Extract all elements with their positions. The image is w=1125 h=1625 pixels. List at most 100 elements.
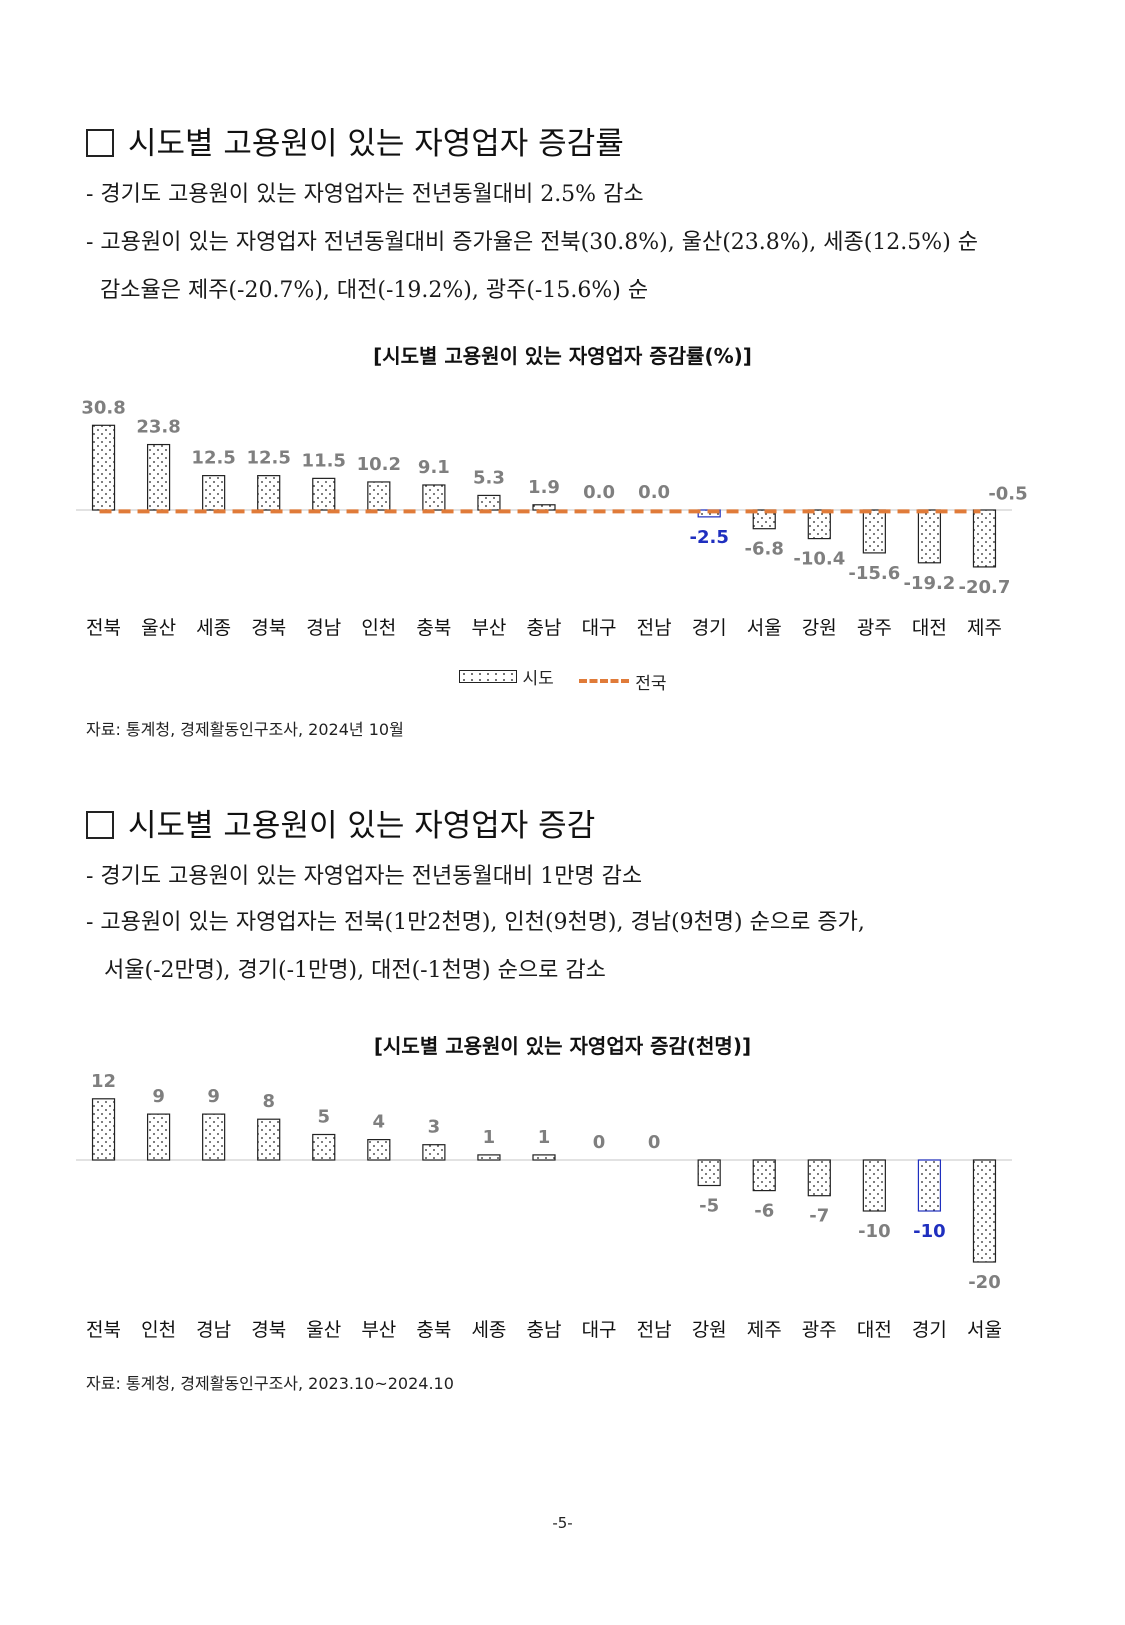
chart2-title: [시도별 고용원이 있는 자영업자 증감(천명)] xyxy=(373,1034,752,1058)
section2-bullet-3: 서울(-2만명), 경기(-1만명), 대전(-1천명) 순으로 감소 xyxy=(104,958,606,983)
national-line-label: -0.5 xyxy=(988,483,1027,504)
bar-서울 xyxy=(752,509,776,530)
category-label-전남: 전남 xyxy=(637,617,672,639)
category-label-강원: 강원 xyxy=(692,1319,727,1341)
category-label-대전: 대전 xyxy=(912,617,947,639)
category-label-전남: 전남 xyxy=(637,1319,672,1341)
category-label-경북: 경북 xyxy=(251,1319,286,1341)
data-label-경북: 8 xyxy=(262,1091,275,1112)
category-label-대전: 대전 xyxy=(857,1319,892,1341)
category-label-세종: 세종 xyxy=(471,1319,506,1341)
chart1-rate-by-province: 30.8 전북 23.8 울산 12.5 세종 12.5 경북 11.5 경남 10.2 인천 9.1 충… xyxy=(76,397,1028,639)
category-label-제주: 제주 xyxy=(967,617,1002,639)
legend-line-swatch xyxy=(579,679,630,683)
checkbox-square-icon xyxy=(86,811,114,839)
bar-경남 xyxy=(312,477,336,511)
category-label-제주: 제주 xyxy=(747,1319,782,1341)
data-label-경기: -10 xyxy=(913,1221,946,1242)
section1-source: 자료: 통계청, 경제활동인구조사, 2024년 10월 xyxy=(86,720,404,739)
data-label-전북: 30.8 xyxy=(81,397,125,418)
bar-전북 xyxy=(91,424,116,511)
bar-광주 xyxy=(862,509,886,554)
category-label-경남: 경남 xyxy=(306,617,341,639)
data-label-부산: 4 xyxy=(373,1112,386,1133)
section2-source: 자료: 통계청, 경제활동인구조사, 2023.10~2024.10 xyxy=(86,1374,454,1393)
data-label-부산: 5.3 xyxy=(473,467,505,488)
section1-bullet-2: - 고용원이 있는 자영업자 전년동월대비 증가율은 전북(30.8%), 울산… xyxy=(86,230,979,255)
category-label-부산: 부산 xyxy=(471,617,506,639)
chart1-legend: 시도 전국 xyxy=(0,664,1125,694)
data-label-충남: 1.9 xyxy=(528,477,560,498)
bar-경기 xyxy=(917,1159,942,1212)
bar-울산 xyxy=(312,1133,336,1161)
category-label-충북: 충북 xyxy=(416,617,451,639)
data-label-경남: 11.5 xyxy=(302,450,346,471)
category-label-서울: 서울 xyxy=(747,617,782,639)
legend-bar-swatch xyxy=(458,670,517,683)
bar-제주 xyxy=(752,1159,776,1192)
chart1-title: [시도별 고용원이 있는 자영업자 증감률(%)] xyxy=(373,344,752,368)
data-label-세종: 1 xyxy=(483,1127,496,1148)
category-label-경북: 경북 xyxy=(251,617,286,639)
data-label-충북: 3 xyxy=(428,1117,441,1138)
section1-heading-text: 시도별 고용원이 있는 자영업자 증감률 xyxy=(128,126,624,162)
chart2-change-by-province: 12 전북 9 인천 9 경남 8 경북 5 울산 4 부산 3 충북 1 세종 1 충남 0 대구 0 전남 -5 강원 -6… xyxy=(76,1071,1012,1341)
data-label-광주: -15.6 xyxy=(848,563,900,584)
data-label-전북: 12 xyxy=(91,1071,116,1092)
data-label-충북: 9.1 xyxy=(418,457,450,478)
bar-대전 xyxy=(862,1159,886,1212)
bar-전북 xyxy=(91,1098,116,1161)
legend-item-province: 시도 xyxy=(458,664,554,689)
data-label-전남: 0.0 xyxy=(638,482,670,503)
legend-item-national: 전국 xyxy=(579,669,666,694)
data-label-경기: -2.5 xyxy=(689,527,728,548)
bar-충북 xyxy=(422,484,446,511)
category-label-광주: 광주 xyxy=(802,1319,837,1341)
category-label-경남: 경남 xyxy=(196,1319,231,1341)
bar-경북 xyxy=(257,475,281,511)
page-number: -5- xyxy=(552,1514,573,1532)
section2-heading-text: 시도별 고용원이 있는 자영업자 증감 xyxy=(128,808,596,844)
category-label-세종: 세종 xyxy=(196,617,231,639)
bar-인천 xyxy=(146,1113,171,1161)
data-label-대전: -10 xyxy=(858,1221,891,1242)
section1-bullet-1: - 경기도 고용원이 있는 자영업자는 전년동월대비 2.5% 감소 xyxy=(86,182,644,207)
data-label-서울: -6.8 xyxy=(745,539,784,560)
bar-경남 xyxy=(202,1113,226,1161)
bar-충남 xyxy=(532,504,556,511)
category-label-충남: 충남 xyxy=(527,1319,562,1341)
data-label-충남: 1 xyxy=(538,1127,551,1148)
data-label-광주: -7 xyxy=(809,1206,829,1227)
bar-충북 xyxy=(422,1144,446,1161)
bar-광주 xyxy=(807,1159,831,1197)
data-label-대전: -19.2 xyxy=(903,573,955,594)
data-label-제주: -20.7 xyxy=(959,577,1011,598)
bar-서울 xyxy=(972,1159,997,1263)
bar-경북 xyxy=(257,1118,281,1161)
bar-강원 xyxy=(807,509,831,540)
bar-세종 xyxy=(477,1154,501,1161)
category-label-충남: 충남 xyxy=(527,617,562,639)
legend-label-national: 전국 xyxy=(635,673,667,694)
data-label-인천: 9 xyxy=(152,1086,165,1107)
bar-강원 xyxy=(697,1159,721,1187)
category-label-전북: 전북 xyxy=(86,617,121,639)
bar-울산 xyxy=(146,443,171,511)
bar-충남 xyxy=(532,1154,556,1161)
category-label-울산: 울산 xyxy=(141,617,176,639)
data-label-전남: 0 xyxy=(648,1132,661,1153)
bar-대전 xyxy=(917,509,942,564)
category-label-인천: 인천 xyxy=(361,617,396,639)
data-label-울산: 23.8 xyxy=(136,417,180,438)
category-label-울산: 울산 xyxy=(306,1319,341,1341)
bar-제주 xyxy=(972,509,997,568)
category-label-서울: 서울 xyxy=(967,1319,1002,1341)
data-label-경북: 12.5 xyxy=(246,448,290,469)
data-label-경남: 9 xyxy=(207,1086,220,1107)
bar-부산 xyxy=(477,494,501,511)
bar-세종 xyxy=(202,475,226,511)
data-label-제주: -6 xyxy=(754,1201,774,1222)
category-label-전북: 전북 xyxy=(86,1319,121,1341)
checkbox-square-icon xyxy=(86,129,114,157)
category-label-인천: 인천 xyxy=(141,1319,176,1341)
